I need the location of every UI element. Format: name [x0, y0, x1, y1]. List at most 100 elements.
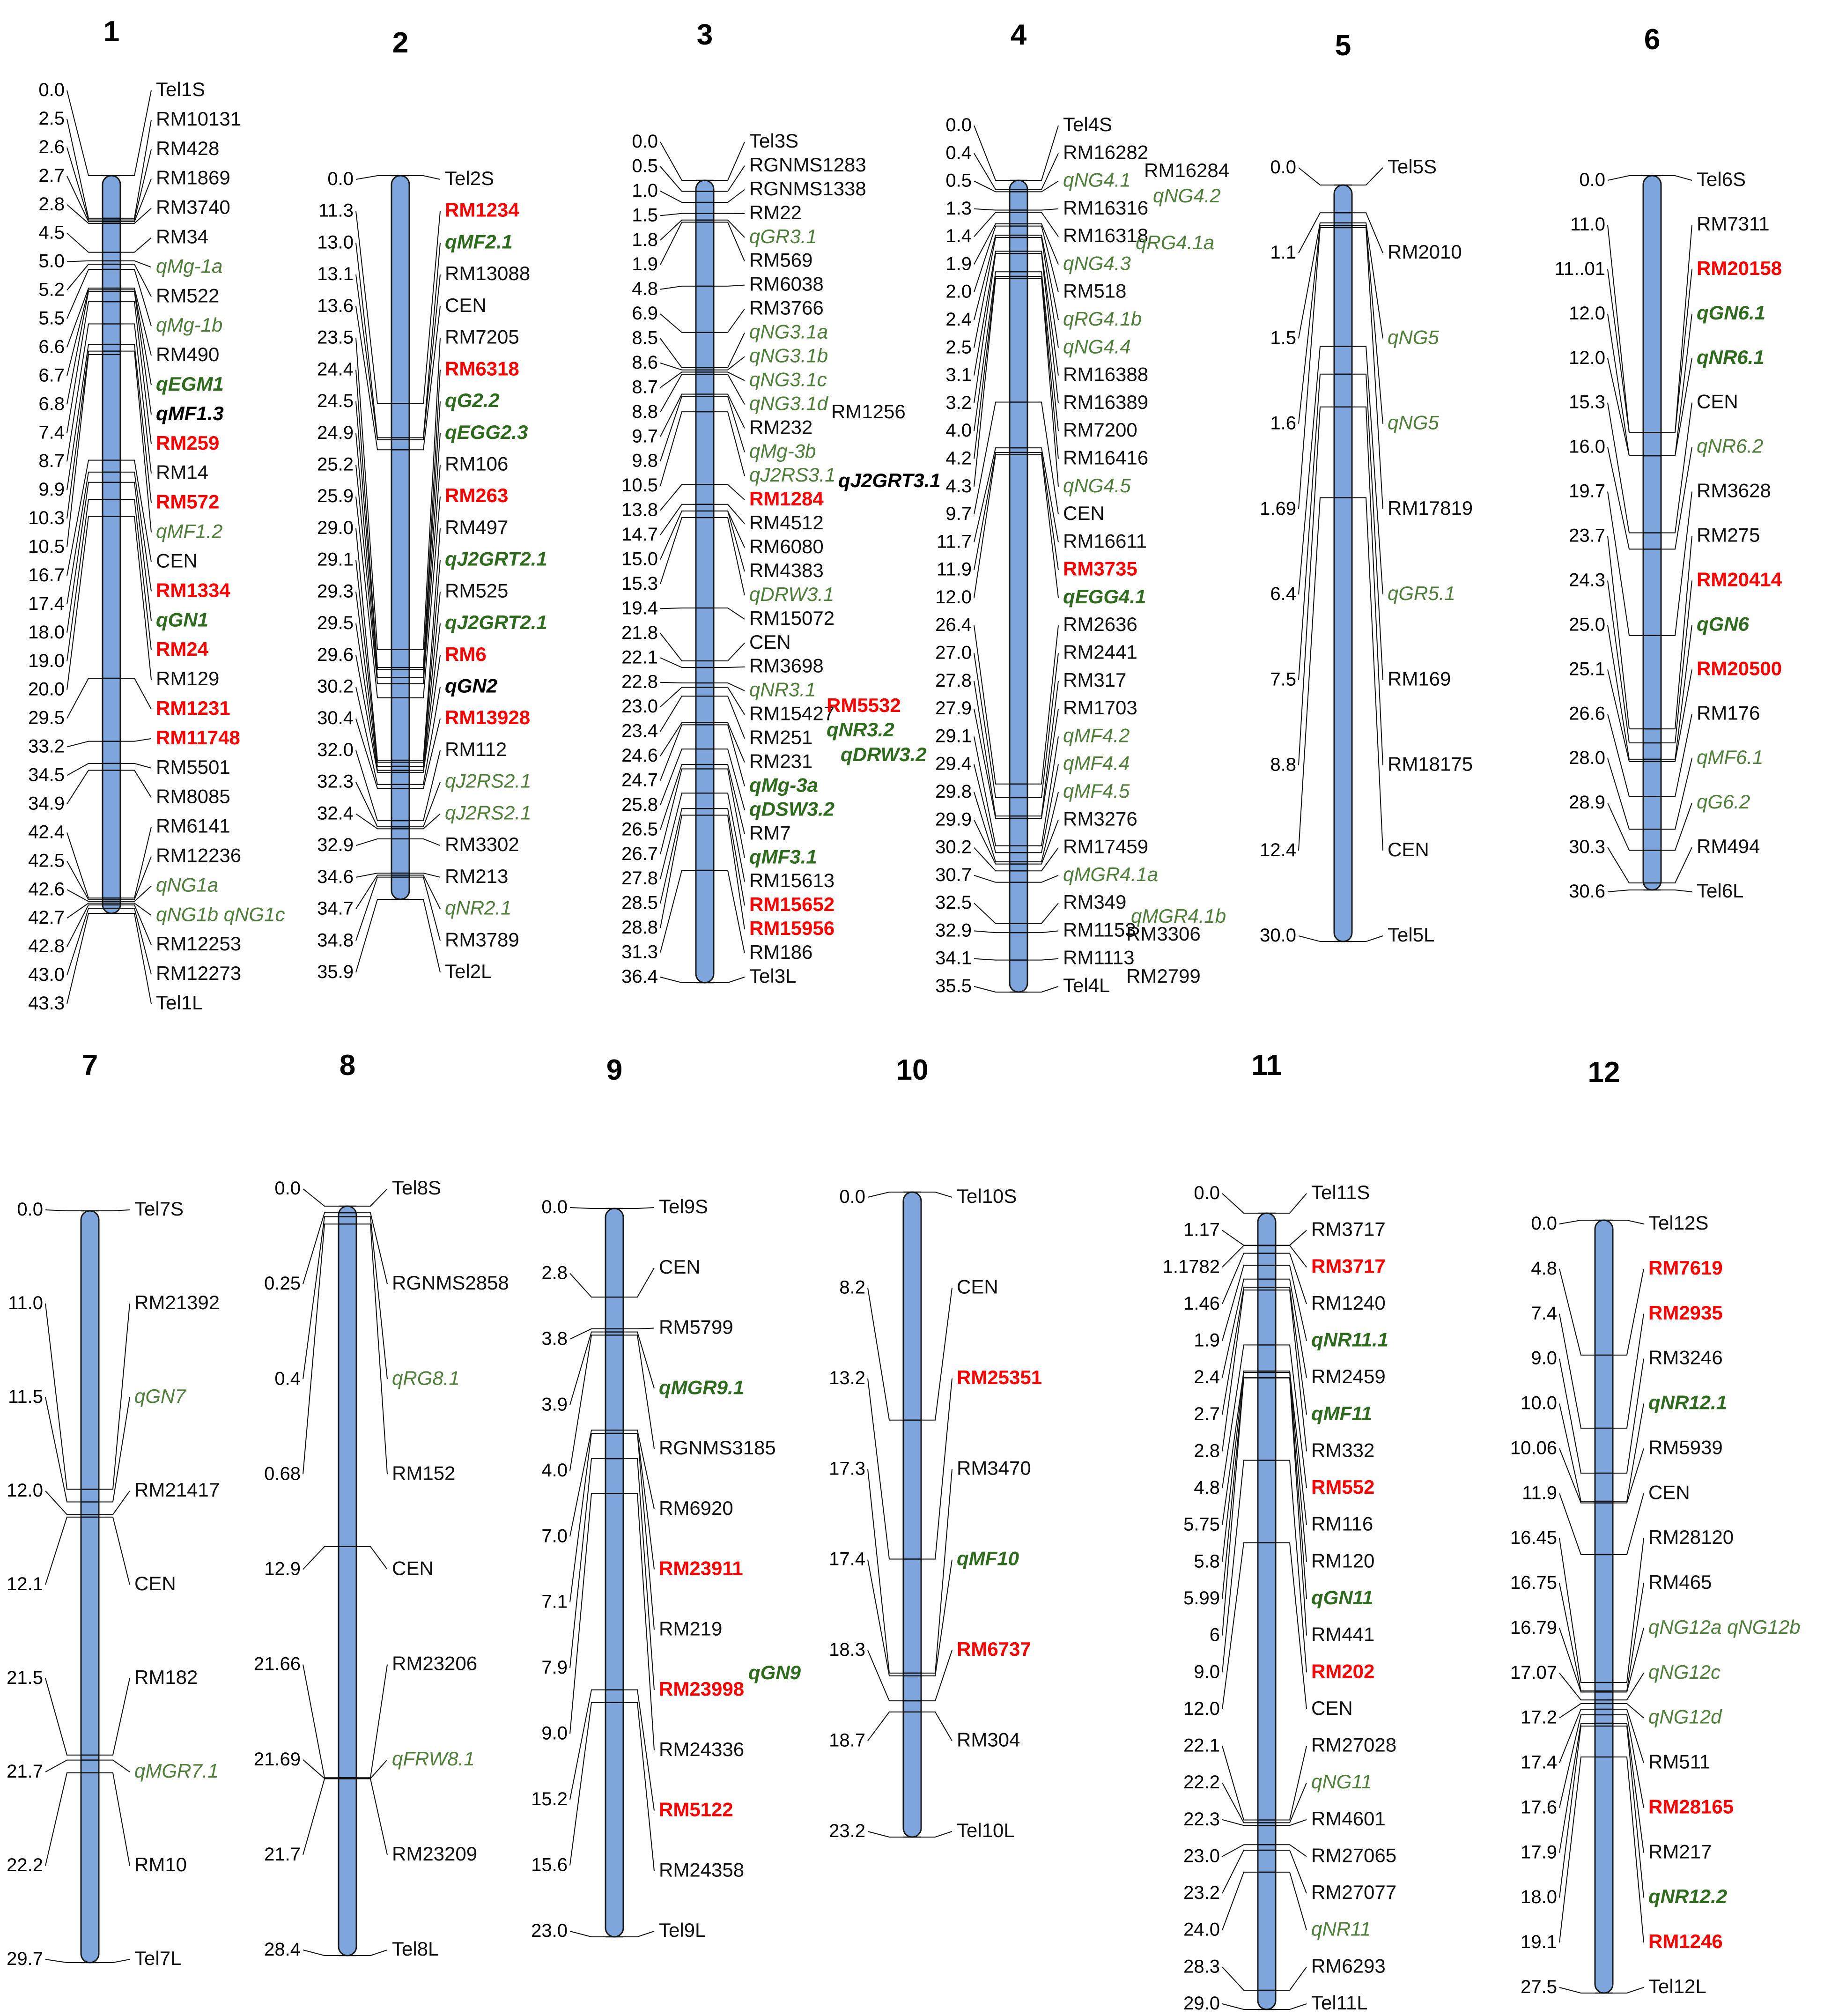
marker-tel12l: Tel12L — [1648, 1975, 1706, 1997]
label-leader — [714, 309, 745, 333]
marker-rm511: RM511 — [1648, 1751, 1710, 1773]
position-leader — [867, 1711, 903, 1742]
position-leader — [66, 232, 103, 253]
position-value: 24.4 — [317, 359, 354, 379]
marker-rgnms1338: RGNMS1338 — [749, 178, 866, 200]
label-leader — [1613, 1313, 1644, 1429]
position-value: 21.7 — [7, 1761, 43, 1782]
position-value: 28.8 — [621, 917, 658, 938]
position-leader — [1298, 167, 1334, 185]
position-leader — [45, 1772, 81, 1866]
label-leader — [120, 908, 152, 975]
position-value: 2.0 — [945, 282, 972, 302]
position-value: 22.2 — [1183, 1772, 1220, 1793]
position-value: 30.2 — [317, 676, 354, 697]
marker-rm251: RM251 — [749, 726, 812, 749]
position-value: 23.0 — [621, 696, 658, 717]
position-value: 25.2 — [317, 454, 354, 474]
marker-rm1256: RM1256 — [831, 400, 906, 422]
position-value: 30.4 — [317, 708, 354, 728]
position-leader — [867, 1378, 903, 1560]
position-leader — [974, 875, 1010, 883]
label-leader — [1661, 625, 1692, 760]
marker-rm152: RM152 — [392, 1462, 455, 1484]
position-leader — [660, 313, 696, 333]
marker-rm4383: RM4383 — [749, 559, 824, 581]
position-leader — [355, 838, 391, 846]
position-value: 29.7 — [7, 1949, 43, 1969]
label-leader — [120, 763, 152, 769]
label-leader — [120, 90, 152, 176]
label-leader — [120, 208, 152, 224]
position-value: 12.0 — [7, 1480, 43, 1501]
position-value: 4.8 — [1194, 1477, 1220, 1498]
label-leader — [714, 643, 745, 661]
label-leader — [409, 750, 441, 822]
position-value: 7.0 — [541, 1526, 568, 1546]
position-leader — [66, 323, 103, 462]
position-leader — [355, 560, 391, 763]
position-leader — [660, 764, 696, 830]
marker-rm20158: RM20158 — [1697, 257, 1782, 279]
label-leader — [1027, 237, 1059, 348]
position-value: 32.3 — [317, 771, 354, 792]
label-leader — [1027, 253, 1059, 404]
marker-rm465: RM465 — [1648, 1571, 1712, 1593]
label-leader — [120, 350, 152, 533]
position-value: 34.9 — [28, 793, 65, 814]
position-value: 32.9 — [935, 920, 972, 941]
position-value: 0.4 — [274, 1368, 301, 1389]
position-value: 26.6 — [1569, 703, 1605, 724]
position-value: 22.8 — [621, 672, 658, 692]
position-leader — [1222, 1819, 1258, 1826]
position-value: 23.7 — [1569, 526, 1605, 546]
position-leader — [355, 274, 391, 440]
position-leader — [660, 749, 696, 806]
position-value: 43.0 — [28, 964, 65, 985]
chromosome-8: 8 0.0 0.25 0.4 0.68 12.9 21.66 21.69 21.7 28.4 Tel… — [254, 1049, 509, 1960]
marker-cen: CEN — [1311, 1697, 1353, 1719]
marker-cen: CEN — [957, 1275, 998, 1297]
marker-tel3l: Tel3L — [749, 965, 796, 987]
position-leader — [1607, 758, 1643, 830]
label-leader — [1276, 1746, 1307, 1821]
position-leader — [66, 471, 103, 605]
position-leader — [355, 306, 391, 451]
position-leader — [66, 904, 103, 947]
label-leader — [1352, 373, 1383, 680]
label-leader — [120, 678, 152, 710]
position-value: 1.5 — [1270, 327, 1296, 348]
marker-rm23209: RM23209 — [392, 1843, 477, 1865]
position-value: 20.0 — [28, 679, 65, 700]
position-value: 32.5 — [935, 892, 972, 913]
position-leader — [1559, 1703, 1595, 1719]
position-leader — [1222, 1287, 1258, 1415]
label-leader — [623, 1267, 655, 1298]
label-leader — [409, 401, 441, 670]
qtl-qng11: qNG11 — [1311, 1771, 1372, 1793]
position-leader — [45, 1490, 81, 1515]
position-leader — [1222, 1966, 1258, 1991]
position-leader — [660, 371, 696, 388]
position-leader — [974, 401, 1010, 515]
chromosome-number: 12 — [1588, 1056, 1620, 1089]
label-leader — [1613, 1448, 1644, 1504]
qtl-qng4-5: qNG4.5 — [1063, 474, 1131, 497]
position-value: 24.6 — [621, 745, 658, 766]
position-value: 0.0 — [541, 1197, 568, 1217]
marker-rm23911: RM23911 — [659, 1557, 743, 1579]
position-value: 6.4 — [1270, 584, 1296, 604]
label-leader — [1613, 1403, 1644, 1502]
marker-rm15956: RM15956 — [749, 917, 834, 939]
position-leader — [355, 750, 391, 822]
position-leader — [660, 657, 696, 668]
chromosome-5: 5 0.0 1.1 1.5 1.6 1.69 6.4 7.5 8.8 12.4 30.0 Tel5S R… — [1260, 30, 1473, 946]
marker-rm7200: RM7200 — [1063, 419, 1137, 441]
label-leader — [1352, 225, 1383, 424]
label-leader — [623, 1334, 655, 1449]
position-leader — [1607, 402, 1643, 534]
position-value: 30.2 — [935, 837, 972, 858]
label-leader — [120, 264, 152, 297]
position-value: 3.9 — [541, 1394, 568, 1415]
